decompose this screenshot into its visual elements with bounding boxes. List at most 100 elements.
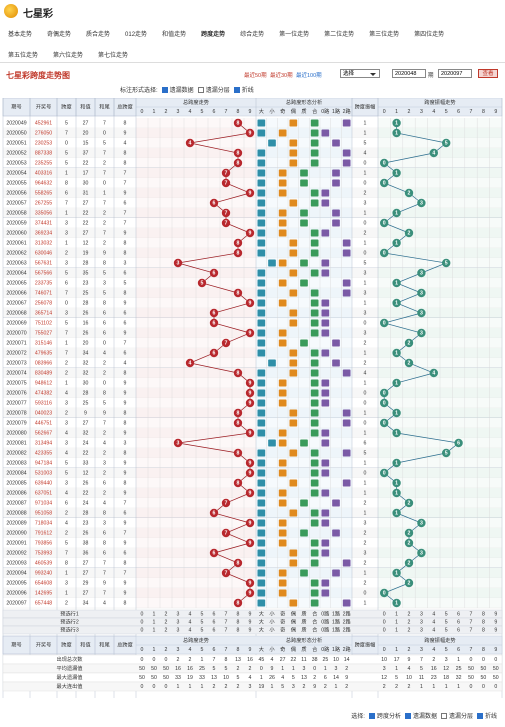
- checkbox[interactable]: [233, 87, 240, 94]
- checkbox[interactable]: [161, 87, 168, 94]
- nav-item[interactable]: 跨度走势: [201, 32, 226, 38]
- checkbox-option[interactable]: 遗漏分层: [197, 85, 230, 94]
- form-header: 1路: [332, 107, 341, 115]
- cell-text: 8: [124, 290, 127, 296]
- group-header: 跨度振幅走势: [424, 636, 455, 644]
- nav-item[interactable]: 基本走势: [8, 32, 33, 38]
- checkbox[interactable]: [404, 713, 411, 720]
- form-hit: [310, 389, 319, 397]
- amplitude-ball-label: 1: [395, 431, 398, 437]
- stats-value: 9: [271, 666, 274, 672]
- to-input[interactable]: 2020097: [438, 69, 472, 78]
- stats-value: 0: [470, 684, 473, 690]
- cell-text: 2020090: [6, 530, 26, 536]
- cell-text: 0: [103, 130, 106, 136]
- cell-text: 4: [65, 490, 68, 496]
- cell-text: 4: [65, 430, 68, 436]
- cell-text: 718034: [35, 520, 52, 526]
- amplitude-ball: [380, 218, 389, 228]
- digit-header: 7: [225, 647, 228, 653]
- amplitude-ball-label: 2: [408, 561, 411, 567]
- amplitude-ball-label: 1: [395, 241, 398, 247]
- recent-link[interactable]: 最近50期: [244, 73, 267, 79]
- stats-value: 1: [457, 684, 460, 690]
- column-header: 总跨度: [117, 640, 133, 648]
- stats-value: 26: [269, 675, 275, 681]
- stats-value: 10: [223, 675, 229, 681]
- amplitude-ball: [429, 368, 438, 378]
- amplitude-value: 3: [364, 330, 367, 336]
- cell-text: 6: [103, 330, 106, 336]
- amplitude-ball-label: 2: [408, 501, 411, 507]
- digit-header: 8: [237, 647, 240, 653]
- stats-value: 2: [383, 684, 386, 690]
- digit-header: 6: [457, 109, 460, 115]
- nav-item[interactable]: 和值走势: [162, 32, 187, 38]
- amplitude-ball: [442, 448, 451, 458]
- form-hit: [300, 339, 308, 347]
- checkbox[interactable]: [476, 713, 483, 720]
- checkbox-option[interactable]: 折线: [233, 85, 254, 94]
- cell-text: 29: [83, 580, 89, 586]
- nav-item[interactable]: 第三位走势: [369, 32, 400, 38]
- cell-text: 2020088: [6, 510, 26, 516]
- form-header: 奇: [280, 617, 285, 625]
- view-button[interactable]: 查看: [478, 69, 498, 78]
- form-hit: [310, 269, 319, 277]
- options-label: 标注形式选择:: [120, 88, 158, 94]
- checkbox-option[interactable]: 折线: [476, 711, 497, 720]
- cell-text: 3: [65, 230, 68, 236]
- nav-item[interactable]: 质合走势: [86, 32, 111, 38]
- checkbox[interactable]: [368, 713, 375, 720]
- cell-text: 9: [124, 190, 127, 196]
- form-header: 合: [312, 107, 318, 115]
- amplitude-ball: [404, 338, 414, 348]
- checkbox[interactable]: [197, 87, 204, 94]
- cell-text: 34: [83, 600, 89, 606]
- nav-item[interactable]: 第六位走势: [53, 53, 84, 59]
- stats-value: 50: [493, 675, 499, 681]
- checkbox-option[interactable]: 遗漏数据: [161, 85, 194, 94]
- nav-item[interactable]: 奇偶走势: [47, 32, 72, 38]
- span-ball-label: 5: [201, 281, 204, 287]
- checkbox-option[interactable]: 遗漏数据: [404, 711, 437, 720]
- recent-link[interactable]: 最近30期: [270, 73, 293, 79]
- cell-text: 637051: [35, 490, 52, 496]
- form-hit: [257, 209, 266, 217]
- cell-text: 8: [124, 560, 127, 566]
- stats-value: 22: [290, 657, 296, 663]
- from-input[interactable]: 2020048: [392, 69, 426, 78]
- form-header: 0路: [321, 107, 330, 115]
- form-hit: [278, 529, 287, 537]
- amplitude-value: 2: [364, 360, 367, 366]
- group-header: 总跨度走势: [183, 98, 209, 106]
- amplitude-value: 0: [364, 470, 367, 476]
- span-ball-label: 9: [249, 191, 252, 197]
- nav-item[interactable]: 第七位走势: [98, 53, 129, 59]
- span-ball: [221, 498, 231, 508]
- nav-item[interactable]: 第四位走势: [414, 32, 445, 38]
- checkbox-option[interactable]: 跨度分析: [368, 711, 401, 720]
- form-hit: [289, 239, 298, 247]
- amplitude-ball-label: 0: [383, 421, 386, 427]
- nav-item[interactable]: 综合走势: [240, 32, 265, 38]
- nav-item[interactable]: 第五位走势: [8, 53, 39, 59]
- form-hit: [310, 509, 319, 517]
- nav-item[interactable]: 第二位走势: [324, 32, 355, 38]
- recent-link[interactable]: 最近100期: [296, 73, 322, 79]
- span-ball-label: 6: [213, 511, 216, 517]
- amplitude-value: 1: [364, 280, 367, 286]
- form-hit: [268, 259, 276, 267]
- nav-item[interactable]: 012走势: [125, 32, 148, 38]
- checkbox-option[interactable]: 遗漏分层: [440, 711, 473, 720]
- checkbox[interactable]: [440, 713, 447, 720]
- span-ball: [197, 278, 207, 288]
- form-header: 质: [301, 617, 306, 625]
- span-ball-label: 8: [237, 561, 240, 567]
- nav-item[interactable]: 第一位走势: [279, 32, 310, 38]
- form-area-bg: [256, 238, 352, 248]
- form-hit: [321, 329, 330, 337]
- stats-value: 2: [345, 666, 348, 672]
- stats-label: 最大遗漏值: [57, 673, 83, 681]
- select[interactable]: 选择: [340, 69, 380, 78]
